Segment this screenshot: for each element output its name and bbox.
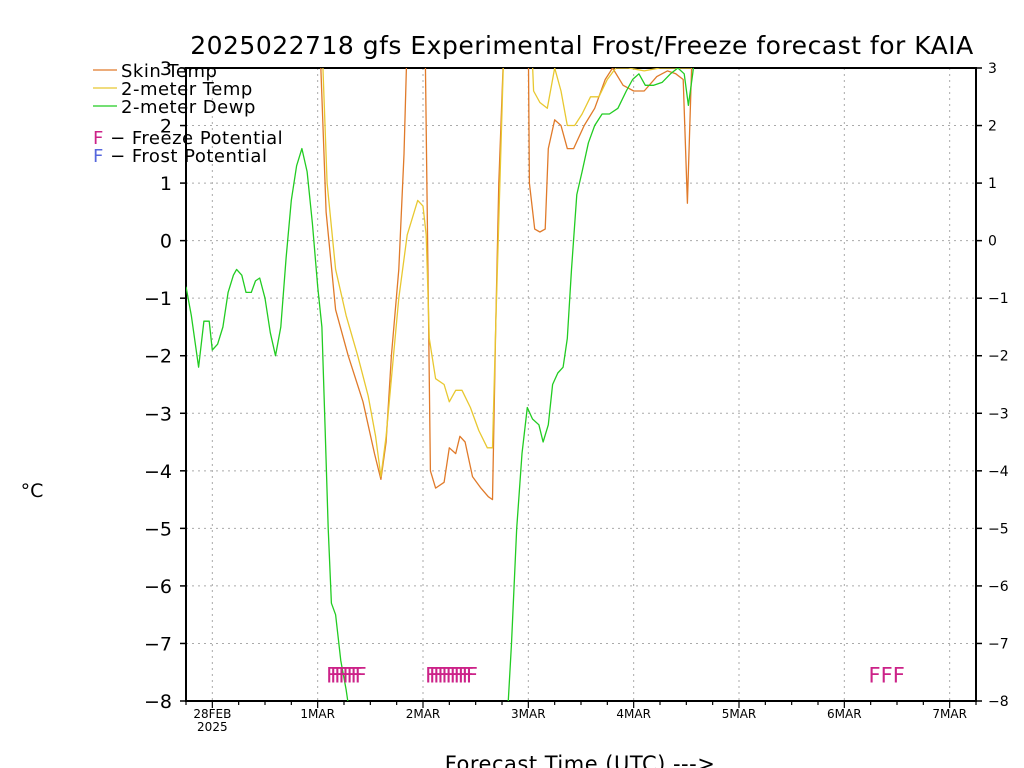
y-tick-label: −6: [144, 576, 172, 598]
series-line-2-meter-temp: [322, 68, 692, 478]
y-tick-label-right: −5: [988, 521, 1009, 537]
y-tick-label: 2: [160, 116, 172, 138]
y-tick-label-right: −4: [988, 464, 1009, 480]
y-tick-label: −2: [144, 346, 172, 368]
series-line-skin-temp: [320, 68, 693, 501]
y-tick-label-right: 1: [988, 176, 997, 192]
potential-marker: FFFFFFFFFFF: [425, 664, 477, 688]
y-tick-label: 0: [160, 231, 172, 253]
x-tick-sublabel: 2025: [197, 720, 228, 734]
potential-marker: FFFFFFFF: [326, 664, 366, 688]
y-tick-label-right: 2: [988, 119, 997, 135]
legend-label: Skin Temp: [121, 61, 217, 82]
chart-title: 2025022718 gfs Experimental Frost/Freeze…: [190, 31, 974, 60]
x-tick-label: 2MAR: [406, 707, 441, 721]
y-tick-label-right: −1: [988, 291, 1009, 307]
legend-label: 2-meter Temp: [121, 79, 253, 100]
y-axis-right: 3 2 1 0 −1 −2 −3 −4 −5 −6 −7 −8: [976, 61, 1009, 710]
x-tick-label: 4MAR: [616, 707, 651, 721]
potential-marker: FFF: [869, 664, 905, 688]
y-axis-left: 3 2 1 0 −1 −2 −3 −4 −5 −6 −7 −8: [144, 58, 186, 713]
y-tick-label: −1: [144, 288, 172, 310]
y-tick-label: 3: [160, 58, 172, 80]
x-tick-label: 3MAR: [511, 707, 546, 721]
y-tick-label: −7: [144, 633, 172, 655]
x-tick-label: 28FEB: [193, 707, 231, 721]
y-tick-label-right: −6: [988, 579, 1009, 595]
y-tick-label-right: −8: [988, 694, 1009, 710]
y-tick-label-right: −3: [988, 406, 1009, 422]
y-tick-label-right: −7: [988, 636, 1009, 652]
y-tick-label: 1: [160, 173, 172, 195]
y-tick-label-right: 0: [988, 234, 997, 250]
y-tick-label: −4: [144, 461, 172, 483]
y-tick-label-right: −2: [988, 349, 1009, 365]
y-tick-label: −8: [144, 691, 172, 713]
y-axis-label: °C: [21, 480, 44, 502]
x-tick-label: 5MAR: [722, 707, 757, 721]
series-layer: [186, 68, 695, 701]
series-line-2-meter-dewp: [186, 68, 695, 701]
frost-freeze-markers: FFFFFFFF FFFFFFFFFFF FFF: [326, 664, 905, 688]
y-tick-label: −3: [144, 403, 172, 425]
legend-potential: F − Frost Potential: [93, 146, 267, 167]
x-axis-label: Forecast Time (UTC) --->: [445, 752, 716, 768]
legend-potential: F − Freeze Potential: [93, 128, 283, 149]
x-tick-label: 7MAR: [932, 707, 967, 721]
legend-label: 2-meter Dewp: [121, 97, 256, 118]
y-tick-label: −5: [144, 518, 172, 540]
x-tick-label: 6MAR: [827, 707, 862, 721]
y-tick-label-right: 3: [988, 61, 997, 77]
x-tick-label: 1MAR: [300, 707, 335, 721]
